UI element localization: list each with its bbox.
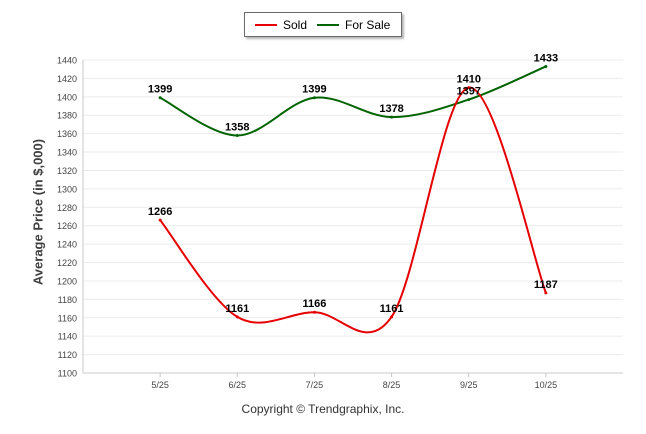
y-tick-label: 1180 bbox=[58, 295, 77, 305]
legend-swatch-for-sale bbox=[317, 24, 339, 26]
axes bbox=[82, 60, 623, 374]
data-label-sold: 1161 bbox=[225, 303, 249, 315]
y-tick-label: 1260 bbox=[57, 221, 77, 231]
y-tick-label: 1320 bbox=[57, 166, 77, 176]
data-point-for-sale bbox=[467, 98, 471, 102]
y-tick-label: 1440 bbox=[57, 56, 77, 66]
data-label-sold: 1187 bbox=[534, 279, 558, 291]
y-tick-label: 1160 bbox=[58, 313, 77, 323]
data-label-for-sale: 1358 bbox=[225, 121, 249, 133]
y-tick-label: 1200 bbox=[57, 276, 77, 286]
data-point-sold bbox=[467, 86, 471, 90]
data-label-for-sale: 1397 bbox=[456, 86, 480, 98]
y-tick-label: 1140 bbox=[58, 332, 77, 342]
gridlines bbox=[83, 59, 623, 374]
data-label-for-sale: 1378 bbox=[379, 103, 403, 115]
x-tick-label: 6/25 bbox=[229, 380, 247, 390]
y-tick-label: 1280 bbox=[57, 203, 77, 213]
legend-label-sold: Sold bbox=[283, 18, 308, 32]
data-point-for-sale bbox=[158, 96, 162, 100]
y-tick-label: 1240 bbox=[57, 240, 77, 250]
data-point-for-sale bbox=[312, 96, 316, 100]
series-line-for-sale bbox=[159, 65, 547, 137]
copyright-text: Copyright © Trendgraphix, Inc. bbox=[241, 402, 405, 416]
y-tick-label: 1400 bbox=[57, 92, 77, 102]
legend: Sold For Sale bbox=[244, 12, 402, 37]
data-point-for-sale bbox=[390, 115, 394, 119]
legend-label-for-sale: For Sale bbox=[345, 18, 391, 32]
data-point-sold bbox=[544, 291, 548, 295]
x-tick-label: 9/25 bbox=[460, 380, 478, 390]
series-line-sold bbox=[159, 86, 547, 334]
y-tick-label: 1100 bbox=[58, 369, 77, 379]
data-point-for-sale bbox=[235, 133, 239, 137]
data-label-for-sale: 1399 bbox=[148, 84, 172, 96]
x-tick-label: 8/25 bbox=[383, 380, 401, 390]
data-label-sold: 1166 bbox=[302, 298, 326, 310]
data-label-sold: 1161 bbox=[380, 303, 404, 315]
y-tick-label: 1360 bbox=[57, 129, 77, 139]
data-label-for-sale: 1433 bbox=[534, 52, 558, 64]
x-axis-ticks: 5/25 6/25 7/25 8/25 9/25 10/25 bbox=[151, 373, 557, 390]
data-point-sold bbox=[235, 315, 239, 319]
series-lines bbox=[158, 64, 548, 334]
legend-swatch-sold bbox=[255, 24, 277, 26]
y-tick-label: 1120 bbox=[58, 350, 77, 360]
x-tick-label: 5/25 bbox=[151, 380, 169, 390]
y-tick-label: 1420 bbox=[57, 74, 77, 84]
data-label-for-sale: 1399 bbox=[302, 84, 326, 96]
data-label-sold: 1266 bbox=[148, 206, 172, 218]
data-point-sold bbox=[158, 218, 162, 222]
data-labels: 1266 1161 1166 1161 1410 1187 1399 1358 1399 1378… bbox=[148, 52, 558, 314]
data-label-sold: 1410 bbox=[456, 74, 480, 86]
x-tick-label: 7/25 bbox=[306, 380, 324, 390]
y-axis-title: Average Price (in $,000) bbox=[30, 138, 46, 286]
y-tick-label: 1380 bbox=[57, 111, 77, 121]
y-axis-ticks: 1100 1120 1140 1160 1180 1200 1220 1240 1260 1280… bbox=[57, 56, 77, 379]
y-tick-label: 1340 bbox=[57, 148, 77, 158]
data-point-for-sale bbox=[544, 64, 548, 68]
data-point-sold bbox=[390, 315, 394, 319]
x-tick-label: 10/25 bbox=[535, 380, 558, 390]
y-tick-label: 1300 bbox=[57, 184, 77, 194]
data-point-sold bbox=[312, 310, 316, 314]
y-tick-label: 1220 bbox=[57, 258, 77, 268]
